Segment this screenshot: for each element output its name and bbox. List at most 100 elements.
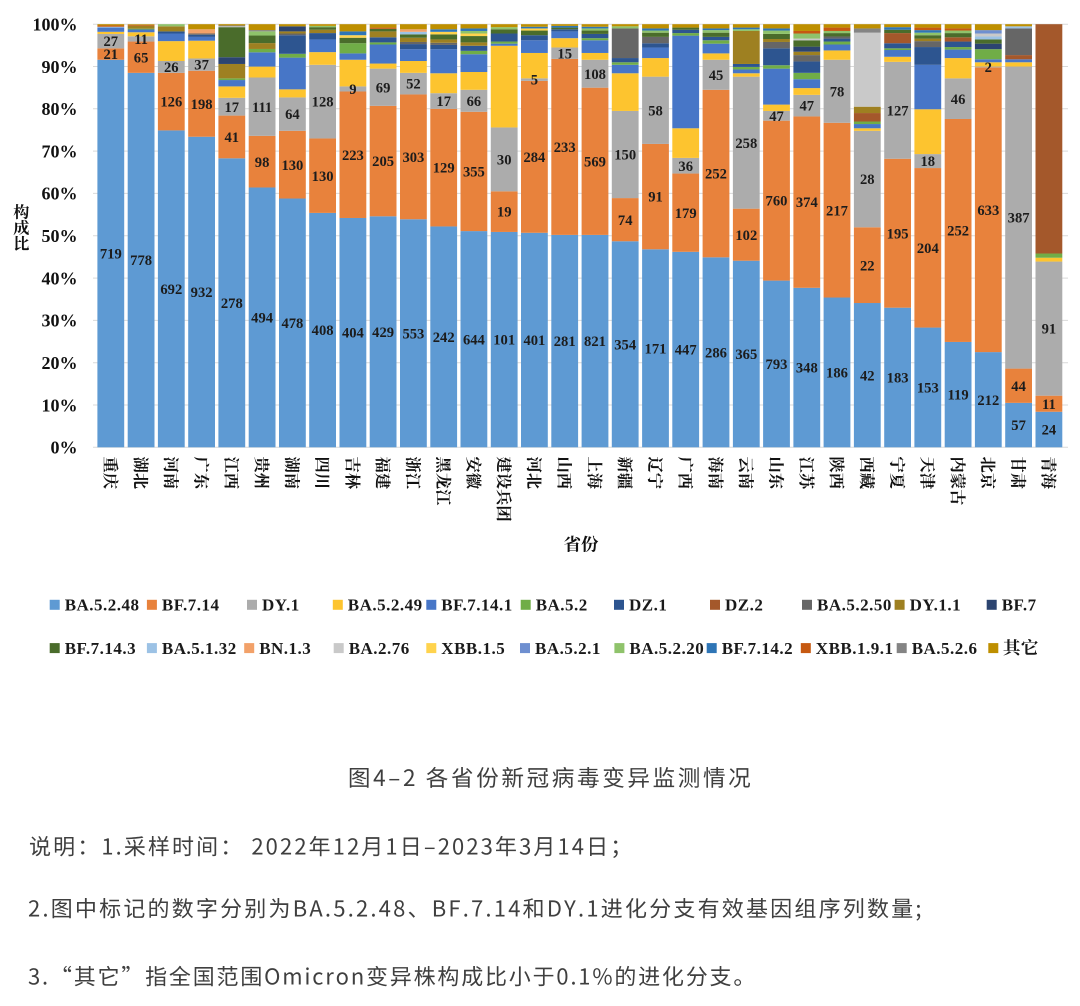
svg-text:821: 821 xyxy=(584,334,606,350)
svg-text:633: 633 xyxy=(977,203,999,219)
svg-text:102: 102 xyxy=(735,228,757,244)
svg-text:91: 91 xyxy=(648,190,663,206)
svg-text:60%: 60% xyxy=(42,184,78,204)
svg-text:30%: 30% xyxy=(42,311,78,331)
svg-text:BA.2.76: BA.2.76 xyxy=(349,639,410,658)
svg-text:58: 58 xyxy=(648,103,663,119)
svg-text:387: 387 xyxy=(1008,211,1030,227)
svg-text:46: 46 xyxy=(951,92,966,108)
svg-text:DY.1: DY.1 xyxy=(262,596,300,615)
svg-text:40%: 40% xyxy=(42,268,78,288)
svg-text:494: 494 xyxy=(251,311,274,327)
svg-text:BF.7.14: BF.7.14 xyxy=(162,596,220,615)
svg-text:27: 27 xyxy=(104,34,119,50)
svg-text:BA.5.2.20: BA.5.2.20 xyxy=(629,639,704,658)
svg-text:XBB.1.9.1: XBB.1.9.1 xyxy=(816,639,894,658)
svg-text:408: 408 xyxy=(312,323,334,339)
svg-text:BA.5.2.1: BA.5.2.1 xyxy=(535,639,601,658)
svg-text:365: 365 xyxy=(735,347,757,363)
svg-text:15: 15 xyxy=(557,46,572,62)
svg-text:429: 429 xyxy=(372,325,394,341)
svg-text:130: 130 xyxy=(281,158,303,174)
svg-text:111: 111 xyxy=(252,100,272,116)
svg-text:447: 447 xyxy=(675,343,697,359)
svg-text:129: 129 xyxy=(433,161,455,177)
svg-text:569: 569 xyxy=(584,154,606,170)
svg-text:57: 57 xyxy=(1011,418,1026,434)
svg-text:BA.5.2.6: BA.5.2.6 xyxy=(912,639,978,658)
svg-text:42: 42 xyxy=(860,368,875,384)
svg-text:153: 153 xyxy=(917,381,939,397)
svg-text:45: 45 xyxy=(709,68,724,84)
svg-text:28: 28 xyxy=(860,172,875,188)
svg-text:198: 198 xyxy=(191,97,213,113)
svg-text:186: 186 xyxy=(826,366,848,382)
svg-text:760: 760 xyxy=(766,194,788,210)
svg-text:BA.5.2.48: BA.5.2.48 xyxy=(65,596,140,615)
svg-text:66: 66 xyxy=(467,94,482,110)
svg-text:5: 5 xyxy=(531,73,538,89)
svg-text:128: 128 xyxy=(312,95,334,111)
svg-text:11: 11 xyxy=(1042,397,1056,413)
svg-text:2: 2 xyxy=(985,60,992,76)
svg-text:108: 108 xyxy=(584,67,606,83)
svg-text:778: 778 xyxy=(130,253,152,269)
svg-text:BN.1.3: BN.1.3 xyxy=(259,639,311,658)
svg-text:242: 242 xyxy=(433,330,455,346)
svg-text:284: 284 xyxy=(523,150,546,166)
svg-text:303: 303 xyxy=(402,150,424,166)
svg-text:17: 17 xyxy=(225,100,240,116)
svg-text:BF.7.14.2: BF.7.14.2 xyxy=(722,639,793,658)
svg-text:0%: 0% xyxy=(51,438,78,458)
svg-text:BF.7.14.1: BF.7.14.1 xyxy=(441,596,512,615)
svg-text:90%: 90% xyxy=(42,57,78,77)
svg-text:278: 278 xyxy=(221,296,243,312)
svg-text:50%: 50% xyxy=(42,226,78,246)
svg-text:127: 127 xyxy=(887,103,909,119)
svg-text:47: 47 xyxy=(800,99,815,115)
svg-text:130: 130 xyxy=(312,169,334,185)
svg-text:101: 101 xyxy=(493,333,515,349)
svg-text:100%: 100% xyxy=(33,15,78,35)
svg-text:793: 793 xyxy=(766,357,788,373)
svg-text:BA.5.2.50: BA.5.2.50 xyxy=(817,596,892,615)
svg-text:64: 64 xyxy=(285,107,300,123)
svg-text:286: 286 xyxy=(705,345,727,361)
svg-text:10%: 10% xyxy=(42,395,78,415)
svg-text:30: 30 xyxy=(497,153,512,169)
svg-text:150: 150 xyxy=(614,148,636,164)
svg-text:204: 204 xyxy=(917,241,940,257)
svg-text:70%: 70% xyxy=(42,141,78,161)
svg-text:80%: 80% xyxy=(42,99,78,119)
svg-text:171: 171 xyxy=(645,341,667,357)
svg-text:DZ.1: DZ.1 xyxy=(629,596,667,615)
svg-text:22: 22 xyxy=(860,258,875,274)
svg-text:223: 223 xyxy=(342,148,364,164)
svg-text:BF.7.14.3: BF.7.14.3 xyxy=(65,639,136,658)
svg-text:932: 932 xyxy=(191,285,213,301)
svg-text:37: 37 xyxy=(194,58,209,74)
svg-text:BA.5.2.49: BA.5.2.49 xyxy=(348,596,423,615)
svg-text:98: 98 xyxy=(255,155,270,171)
svg-text:252: 252 xyxy=(705,167,727,183)
svg-text:252: 252 xyxy=(947,224,969,240)
svg-text:11: 11 xyxy=(134,32,148,48)
svg-text:354: 354 xyxy=(614,337,637,353)
svg-text:644: 644 xyxy=(463,332,486,348)
svg-text:478: 478 xyxy=(281,316,303,332)
svg-text:119: 119 xyxy=(948,388,969,404)
svg-text:41: 41 xyxy=(225,130,240,146)
svg-text:719: 719 xyxy=(100,247,122,263)
svg-text:692: 692 xyxy=(160,282,182,298)
svg-text:BF.7: BF.7 xyxy=(1002,596,1037,615)
svg-text:195: 195 xyxy=(887,226,909,242)
svg-text:348: 348 xyxy=(796,361,818,377)
svg-text:355: 355 xyxy=(463,165,485,181)
svg-text:47: 47 xyxy=(769,109,784,125)
svg-text:21: 21 xyxy=(104,47,119,63)
svg-text:205: 205 xyxy=(372,154,394,170)
svg-text:183: 183 xyxy=(887,371,909,387)
svg-text:91: 91 xyxy=(1042,322,1057,338)
svg-text:65: 65 xyxy=(134,50,149,66)
svg-text:DZ.2: DZ.2 xyxy=(725,596,763,615)
